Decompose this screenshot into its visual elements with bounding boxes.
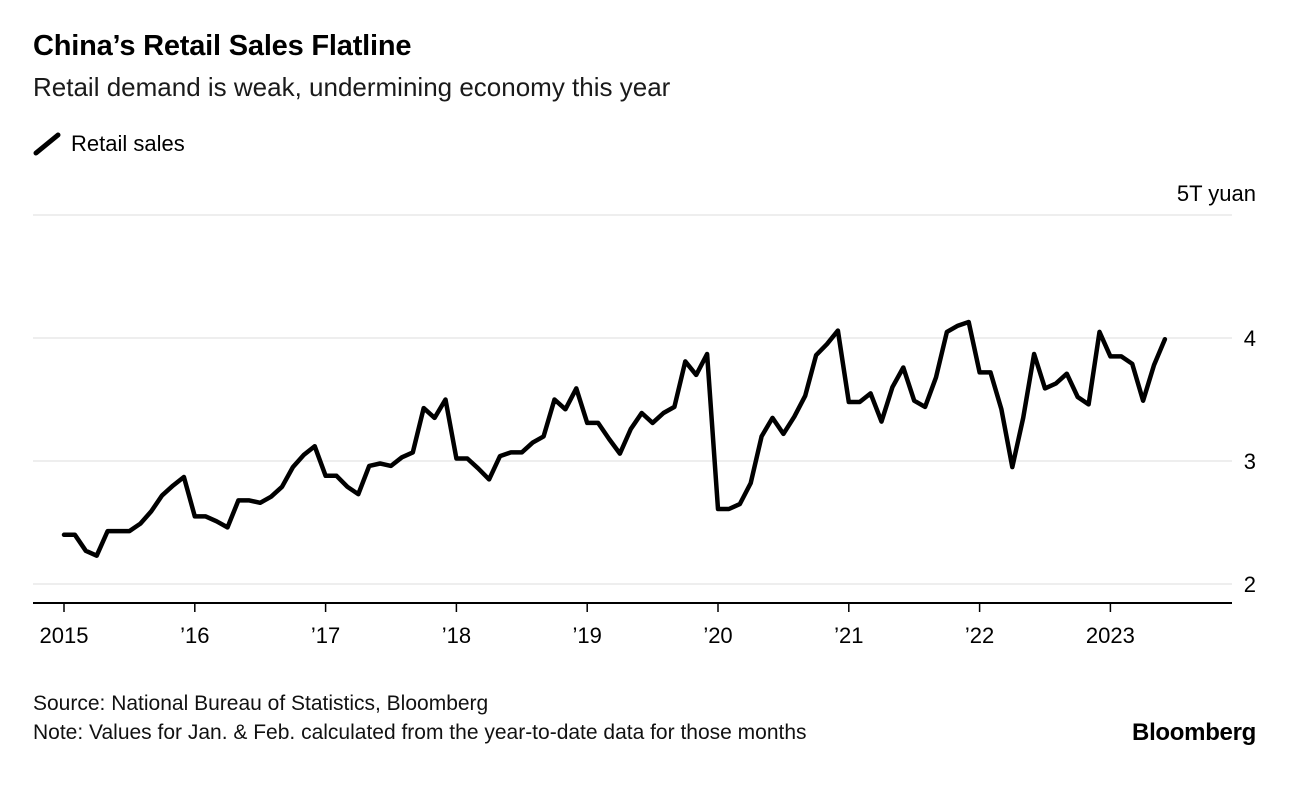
chart-area: 2 3 4 5T yuan 2015 ’16 ’17 ’18 ’19 ’20 ’21 ’22 2023	[0, 171, 1289, 663]
x-axis-label-2015: 2015	[40, 623, 89, 648]
chart-header: China’s Retail Sales Flatline Retail dem…	[0, 0, 1289, 157]
chart-footer: Source: National Bureau of Statistics, B…	[0, 663, 1289, 748]
retail-sales-chart-svg: 2 3 4 5T yuan 2015 ’16 ’17 ’18 ’19 ’20 ’21 ’22 2023	[33, 181, 1256, 648]
x-axis-label-18: ’18	[442, 623, 471, 648]
legend-label: Retail sales	[71, 130, 185, 156]
source-text: Source: National Bureau of Statistics, B…	[33, 691, 489, 715]
chart-subtitle: Retail demand is weak, undermining econo…	[33, 72, 671, 103]
legend-marker-line	[33, 132, 61, 156]
x-axis-label-19: ’19	[573, 623, 602, 648]
x-axis-label-21: ’21	[834, 623, 863, 648]
y-axis-label-4: 4	[1244, 326, 1256, 351]
y-axis-label-2: 2	[1244, 572, 1256, 597]
x-axis-label-17: ’17	[311, 623, 340, 648]
chart-title: China’s Retail Sales Flatline	[33, 30, 412, 62]
y-axis-label-5: 5T yuan	[1177, 181, 1256, 206]
x-axis-label-2023: 2023	[1086, 623, 1135, 648]
note-text: Note: Values for Jan. & Feb. calculated …	[33, 720, 807, 744]
retail-sales-line-icon	[33, 132, 61, 156]
bloomberg-logo: Bloomberg	[1132, 719, 1256, 747]
x-axis-label-16: ’16	[180, 623, 209, 648]
y-axis-label-3: 3	[1244, 449, 1256, 474]
x-axis-label-20: ’20	[703, 623, 732, 648]
footer-notes: Source: National Bureau of Statistics, B…	[33, 689, 807, 748]
retail-sales-line	[61, 319, 1168, 558]
x-axis-label-22: ’22	[965, 623, 994, 648]
legend: Retail sales	[33, 131, 1256, 157]
